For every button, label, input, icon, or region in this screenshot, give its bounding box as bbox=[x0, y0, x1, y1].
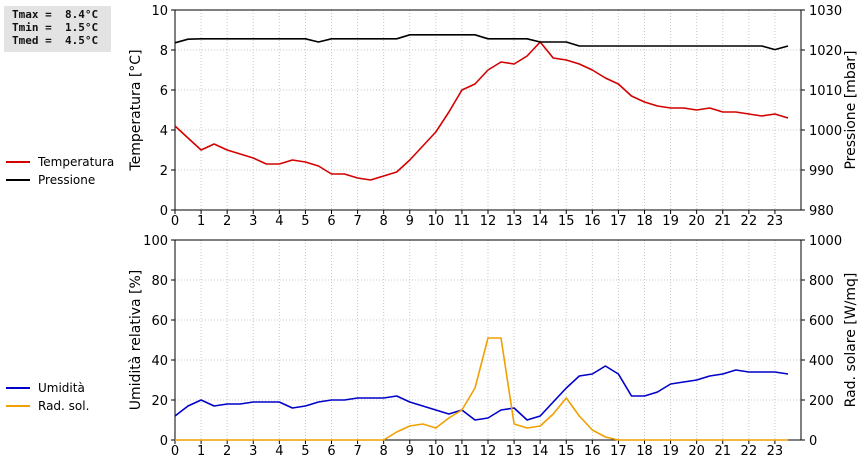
chart1-y2-tick-label: 990 bbox=[809, 164, 834, 179]
chart2-y2-tick-label: 0 bbox=[809, 434, 817, 449]
chart2-x-tick-label: 4 bbox=[275, 444, 283, 459]
chart1-x-tick-label: 9 bbox=[406, 214, 414, 229]
chart2-series-umidit bbox=[174, 365, 789, 421]
chart2-x-tick-label: 12 bbox=[480, 444, 497, 459]
chart1-y2label: Pressione [mbar] bbox=[843, 50, 859, 169]
chart1-x-tick-label: 10 bbox=[428, 214, 445, 229]
chart2-x-tick-label: 18 bbox=[636, 444, 653, 459]
legend-bottom: Umidità Rad. sol. bbox=[6, 379, 89, 415]
chart1-ylabel: Temperatura [°C] bbox=[128, 49, 144, 171]
chart1-x-tick-label: 13 bbox=[506, 214, 523, 229]
chart2-y2-tick-label: 1000 bbox=[809, 234, 842, 249]
chart2-x-tick-label: 22 bbox=[741, 444, 758, 459]
legend-swatch-temperatura bbox=[6, 161, 30, 163]
chart2-y2label: Rad. solare [W/mq] bbox=[843, 273, 859, 408]
chart1-y-tick-label: 10 bbox=[151, 4, 168, 19]
chart1-x-tick-label: 2 bbox=[223, 214, 231, 229]
legend-item-temperatura: Temperatura bbox=[6, 153, 114, 171]
chart1-y-tick-label: 4 bbox=[160, 124, 168, 139]
chart2-y-tick-label: 100 bbox=[143, 234, 168, 249]
chart2-x-tick-label: 2 bbox=[223, 444, 231, 459]
legend-swatch-rad-sol bbox=[6, 405, 30, 407]
chart1-x-tick-label: 23 bbox=[767, 214, 784, 229]
chart1-x-tick-label: 6 bbox=[327, 214, 335, 229]
chart2-x-tick-label: 17 bbox=[610, 444, 627, 459]
chart2-x-tick-label: 16 bbox=[584, 444, 601, 459]
chart2-x-tick-label: 6 bbox=[327, 444, 335, 459]
chart1-x-tick-label: 8 bbox=[380, 214, 388, 229]
chart2-x-tick-label: 0 bbox=[171, 444, 179, 459]
legend-top: Temperatura Pressione bbox=[6, 153, 114, 189]
chart2-x-tick-label: 10 bbox=[428, 444, 445, 459]
chart1-x-tick-label: 18 bbox=[636, 214, 653, 229]
chart1-x-tick-label: 5 bbox=[301, 214, 309, 229]
chart2-x-tick-label: 20 bbox=[688, 444, 705, 459]
chart1-x-tick-label: 14 bbox=[532, 214, 549, 229]
chart2-y2-tick-label: 600 bbox=[809, 314, 834, 329]
chart1-x-tick-label: 1 bbox=[197, 214, 205, 229]
legend-label-umidita: Umidità bbox=[38, 381, 85, 395]
tmax-text: Tmax = 8.4°C bbox=[12, 8, 99, 21]
legend-item-umidita: Umidità bbox=[6, 379, 89, 397]
chart2-y-tick-label: 0 bbox=[160, 434, 168, 449]
chart2-x-tick-label: 3 bbox=[249, 444, 257, 459]
chart1-x-tick-label: 17 bbox=[610, 214, 627, 229]
chart2-x-tick-label: 19 bbox=[662, 444, 679, 459]
chart2-x-tick-label: 14 bbox=[532, 444, 549, 459]
chart2-y-tick-label: 80 bbox=[151, 274, 168, 289]
chart1-series-pressione bbox=[174, 33, 789, 51]
legend-swatch-umidita bbox=[6, 387, 30, 389]
legend-label-temperatura: Temperatura bbox=[38, 155, 115, 169]
chart1-x-tick-label: 3 bbox=[249, 214, 257, 229]
chart1-x-tick-label: 22 bbox=[741, 214, 758, 229]
stats-box: Tmax = 8.4°C Tmin = 1.5°C Tmed = 4.5°C bbox=[4, 6, 111, 52]
chart1-y-tick-label: 8 bbox=[160, 44, 168, 59]
chart1-x-tick-label: 20 bbox=[688, 214, 705, 229]
chart1-y-tick-label: 2 bbox=[160, 164, 168, 179]
chart1-y2-tick-label: 1000 bbox=[809, 124, 842, 139]
chart2-x-tick-label: 11 bbox=[454, 444, 471, 459]
chart1-y2-tick-label: 1030 bbox=[809, 4, 842, 19]
chart2-x-tick-label: 8 bbox=[380, 444, 388, 459]
chart2-y-tick-label: 20 bbox=[151, 394, 168, 409]
chart1-x-tick-label: 21 bbox=[714, 214, 731, 229]
tmed-text: Tmed = 4.5°C bbox=[12, 34, 99, 47]
chart2-x-tick-label: 5 bbox=[301, 444, 309, 459]
chart2-ylabel: Umidità relativa [%] bbox=[128, 270, 144, 411]
chart2-y-tick-label: 40 bbox=[151, 354, 168, 369]
legend-label-rad-sol: Rad. sol. bbox=[38, 399, 90, 413]
chart2-y2-tick-label: 800 bbox=[809, 274, 834, 289]
chart1-x-tick-label: 4 bbox=[275, 214, 283, 229]
chart1-x-tick-label: 19 bbox=[662, 214, 679, 229]
chart2-x-tick-label: 23 bbox=[767, 444, 784, 459]
chart1-y-tick-label: 0 bbox=[160, 204, 168, 219]
legend-swatch-pressione bbox=[6, 179, 30, 181]
chart1-x-tick-label: 0 bbox=[171, 214, 179, 229]
legend-label-pressione: Pressione bbox=[38, 173, 96, 187]
chart2-y2-tick-label: 200 bbox=[809, 394, 834, 409]
chart1-series-temperatura bbox=[174, 41, 789, 181]
chart1-x-tick-label: 12 bbox=[480, 214, 497, 229]
chart2-x-tick-label: 15 bbox=[558, 444, 575, 459]
chart1-y2-tick-label: 980 bbox=[809, 204, 834, 219]
tmin-text: Tmin = 1.5°C bbox=[12, 21, 99, 34]
chart1-x-tick-label: 16 bbox=[584, 214, 601, 229]
chart1-x-tick-label: 11 bbox=[454, 214, 471, 229]
chart2-series-rad-sol bbox=[175, 337, 788, 441]
chart1-y-tick-label: 6 bbox=[160, 84, 168, 99]
chart2-y-tick-label: 60 bbox=[151, 314, 168, 329]
chart1-x-tick-label: 7 bbox=[353, 214, 361, 229]
chart1-y2-tick-label: 1010 bbox=[809, 84, 842, 99]
chart2-x-tick-label: 21 bbox=[714, 444, 731, 459]
chart2-x-tick-label: 9 bbox=[406, 444, 414, 459]
legend-item-rad-sol: Rad. sol. bbox=[6, 397, 89, 415]
chart2-x-tick-label: 1 bbox=[197, 444, 205, 459]
chart1-y2-tick-label: 1020 bbox=[809, 44, 842, 59]
chart2-y2-tick-label: 400 bbox=[809, 354, 834, 369]
chart2-x-tick-label: 7 bbox=[353, 444, 361, 459]
chart1-x-tick-label: 15 bbox=[558, 214, 575, 229]
legend-item-pressione: Pressione bbox=[6, 171, 114, 189]
chart2-x-tick-label: 13 bbox=[506, 444, 523, 459]
